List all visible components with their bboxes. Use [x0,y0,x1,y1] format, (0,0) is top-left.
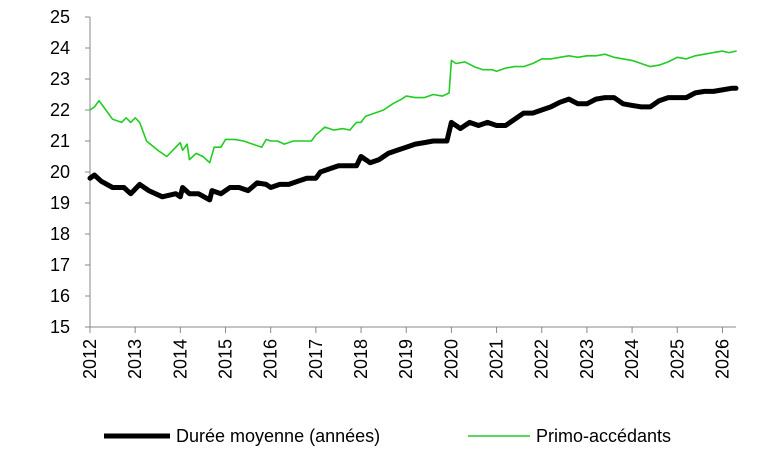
x-tick-label: 2026 [712,339,732,379]
x-tick-label: 2012 [80,339,100,379]
y-tick-label: 25 [50,7,70,27]
x-tick-label: 2014 [170,339,190,379]
y-tick-label: 19 [50,193,70,213]
x-tick-label: 2020 [441,339,461,379]
x-tick-label: 2017 [306,339,326,379]
x-tick-label: 2016 [261,339,281,379]
x-axis: 2012 2013 2014 2015 2016 2017 2018 2019 2020 2021… [80,326,736,379]
series-layer [87,50,739,203]
y-tick-label: 23 [50,69,70,89]
legend: Durée moyenne (années) Primo-accédants [104,426,671,446]
x-tick-label: 2019 [396,339,416,379]
x-tick-label: 2023 [577,339,597,379]
x-tick-label: 2022 [532,339,552,379]
x-tick-label: 2024 [622,339,642,379]
x-tick-label: 2021 [487,339,507,379]
y-tick-label: 24 [50,38,70,58]
legend-label-1: Durée moyenne (années) [176,426,380,446]
x-tick-label: 2015 [216,339,236,379]
series-line-1 [87,85,739,203]
y-tick-label: 17 [50,255,70,275]
y-tick-label: 18 [50,224,70,244]
y-tick-label: 16 [50,286,70,306]
y-tick-label: 21 [50,131,70,151]
y-axis: 15 16 17 18 19 20 21 22 23 24 25 [50,7,91,337]
y-tick-label: 20 [50,162,70,182]
x-tick-label: 2013 [125,339,145,379]
series-line-2 [89,50,737,164]
y-tick-label: 15 [50,317,70,337]
x-tick-label: 2018 [351,339,371,379]
y-tick-label: 22 [50,100,70,120]
x-tick-label: 2025 [667,339,687,379]
legend-label-2: Primo-accédants [536,426,671,446]
